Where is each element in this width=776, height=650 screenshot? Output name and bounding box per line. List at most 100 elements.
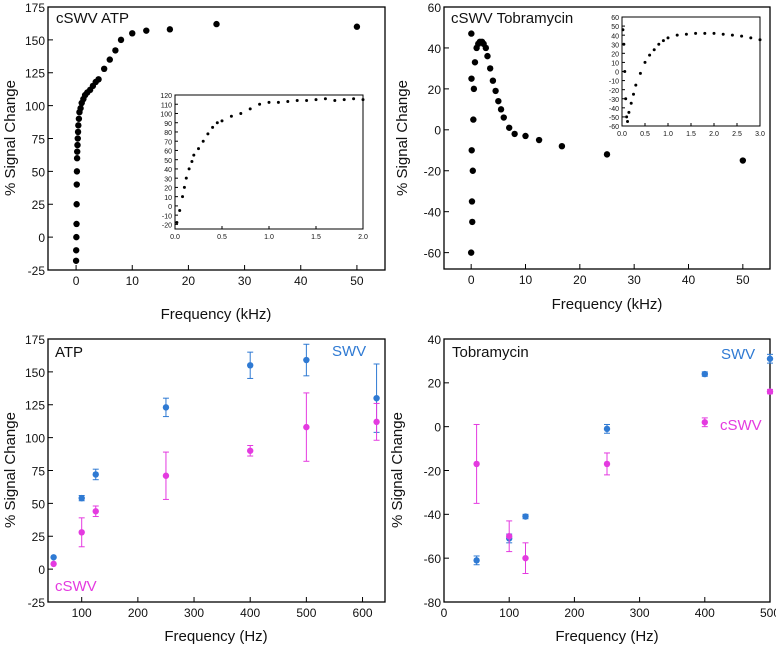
y-tick-label: 50 [32, 165, 46, 179]
legend-cswv: cSWV [720, 417, 762, 434]
y-tick-label: 0 [38, 231, 45, 245]
y-tick-label: 60 [164, 149, 172, 156]
y-tick-label: 60 [611, 15, 619, 22]
data-point [74, 128, 82, 136]
panel-cswv-atp: cSWV ATP Frequency (kHz) % Signal Change… [2, 1, 386, 323]
plot-frame [443, 6, 771, 270]
data-point [248, 107, 252, 111]
x-tick-label: 0.0 [170, 234, 180, 241]
data-point [766, 388, 774, 395]
data-point [323, 97, 327, 101]
data-point [303, 423, 310, 431]
data-point [181, 195, 185, 199]
x-tick-label: 30 [627, 273, 641, 287]
y-ticks: -25 0 25 50 75 100 125 150 175 [25, 333, 53, 610]
y-tick-label: -20 [162, 223, 172, 230]
data-point [247, 362, 254, 369]
data-point [661, 39, 665, 43]
data-point [74, 148, 81, 155]
data-point [522, 513, 529, 520]
data-point [182, 185, 186, 189]
data-point [117, 36, 125, 44]
panel-atp: ATP SWV cSWV Frequency (Hz) % Signal Cha… [2, 333, 386, 645]
panel-title: cSWV ATP [56, 10, 129, 27]
y-tick-label: 100 [25, 100, 45, 114]
x-tick-label: 100 [72, 606, 92, 620]
data-point [72, 257, 80, 264]
y-tick-label: -60 [609, 124, 619, 131]
y-ticks: -80 -60 -40 -20 0 20 40 [424, 333, 449, 610]
data-point [511, 130, 518, 138]
data-point [694, 31, 698, 35]
data-point [73, 155, 81, 162]
legend-swv: SWV [721, 346, 755, 363]
data-point [666, 36, 670, 40]
panel-title: ATP [55, 344, 83, 361]
x-ticks: 100 200 300 400 500 600 [72, 597, 373, 620]
y-tick-label: 20 [428, 83, 442, 97]
data-points [467, 30, 747, 256]
y-tick-label: -40 [424, 206, 442, 220]
data-point [469, 218, 476, 226]
y-tick-label: 125 [25, 399, 45, 413]
data-point [352, 97, 356, 101]
x-tick-label: 3.0 [755, 131, 765, 138]
data-point [303, 356, 310, 364]
y-tick-label: 30 [611, 42, 619, 49]
data-point [497, 106, 505, 113]
data-point [473, 460, 480, 468]
y-tick-label: 0 [615, 70, 619, 77]
y-tick-label: -80 [424, 596, 442, 610]
x-tick-label: 2.5 [732, 131, 742, 138]
legend-swv: SWV [332, 343, 366, 360]
data-point [701, 370, 708, 378]
y-tick-label: 110 [161, 102, 172, 109]
x-tick-label: 0 [441, 606, 448, 620]
data-point [500, 114, 507, 121]
panel-tobramycin: Tobramycin SWV cSWV Frequency (Hz) % Sig… [389, 333, 776, 645]
data-point [129, 30, 136, 37]
y-tick-label: 40 [428, 333, 442, 347]
y-tick-label: 150 [25, 34, 45, 48]
data-point [624, 97, 628, 101]
data-point [50, 560, 57, 568]
y-tick-label: 20 [611, 51, 619, 58]
x-tick-label: 50 [350, 274, 364, 288]
y-tick-label: 40 [611, 33, 619, 40]
y-tick-label: 80 [164, 130, 172, 137]
data-point [286, 99, 290, 103]
data-point [239, 111, 243, 115]
x-tick-label: 40 [682, 273, 696, 287]
y-tick-label: 40 [164, 167, 172, 174]
data-point [730, 33, 734, 37]
data-point [766, 355, 774, 362]
data-point [333, 99, 337, 103]
data-point [78, 494, 85, 502]
y-tick-label: 175 [25, 333, 45, 347]
y-tick-label: 0 [434, 124, 441, 138]
y-ticks: -60 -40 -20 0 20 40 60 [424, 1, 449, 261]
data-point [213, 20, 220, 28]
inset-data-points [175, 97, 365, 225]
x-ticks: 0 100 200 300 400 500 [441, 597, 776, 620]
data-point [73, 201, 80, 208]
data-point [492, 87, 499, 95]
data-point [522, 132, 529, 140]
y-tick-label: -40 [609, 106, 619, 113]
data-point [75, 115, 83, 122]
y-tick-label: -10 [162, 213, 172, 220]
data-point [72, 247, 80, 254]
legend-cswv: cSWV [55, 578, 97, 595]
inset-plot: 0.0 0.5 1.0 1.5 2.0 2.5 3.0 -60 -50 -40 -30 -20 -10… [609, 15, 765, 138]
data-point [190, 160, 194, 164]
x-tick-label: 600 [353, 606, 373, 620]
y-tick-label: 75 [32, 132, 46, 146]
y-tick-label: 75 [32, 464, 46, 478]
y-tick-label: -40 [424, 508, 442, 522]
data-point [373, 418, 380, 426]
data-point [684, 32, 688, 36]
y-tick-label: -30 [609, 97, 619, 104]
data-point [314, 98, 318, 102]
data-point [643, 60, 647, 64]
inset-plot: 0.0 0.5 1.0 1.5 2.0 -20 -10 0 10 20 30 40 50 60 70 80 9… [160, 93, 368, 241]
